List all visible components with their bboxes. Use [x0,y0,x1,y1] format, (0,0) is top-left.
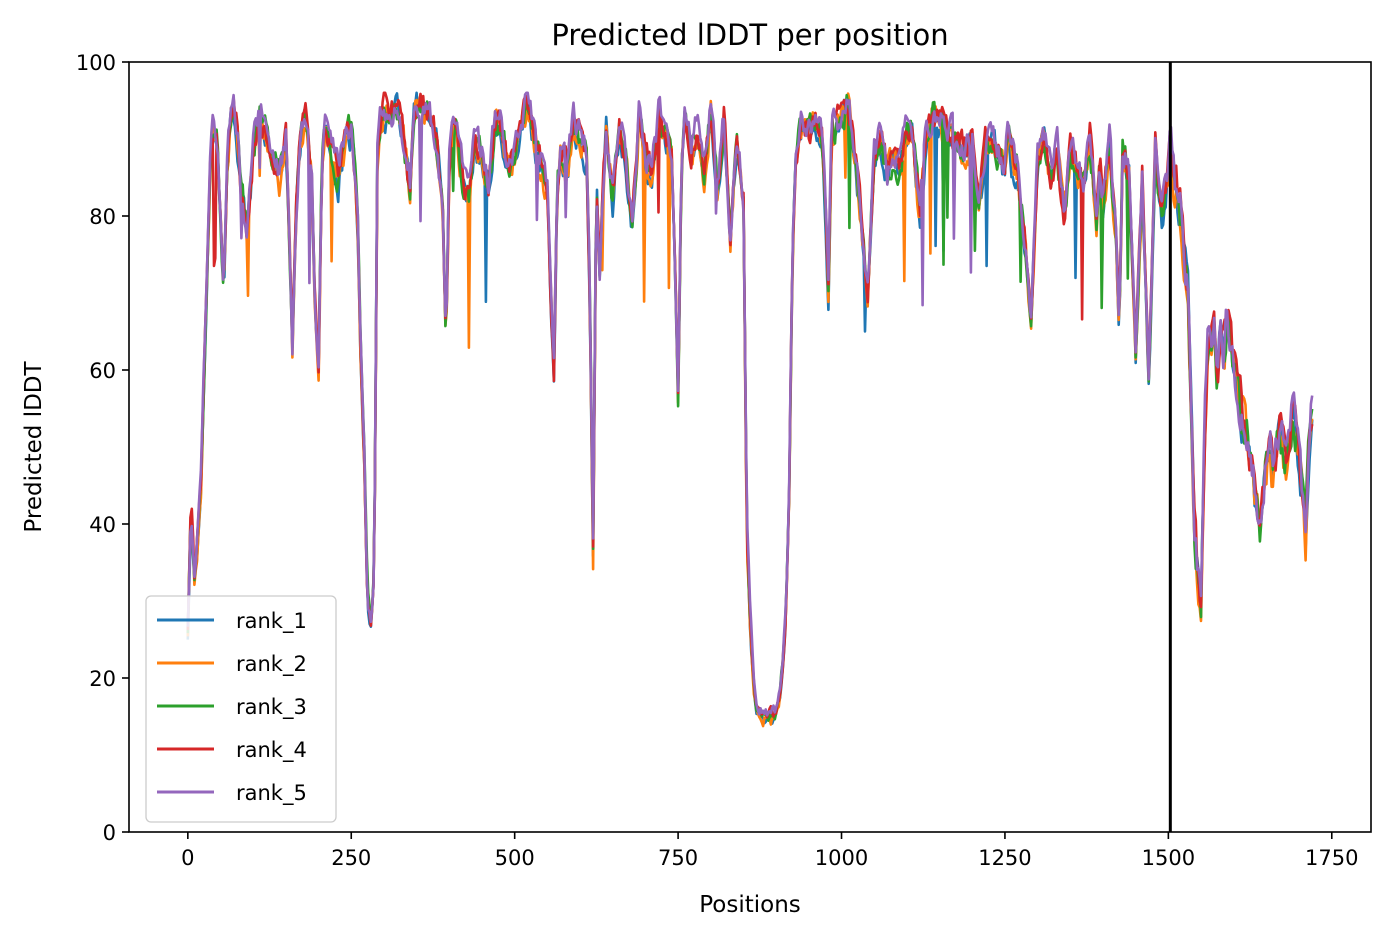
series-layer [186,91,1314,728]
y-tick-label: 0 [103,821,116,845]
legend-label-rank_1: rank_1 [236,609,307,634]
y-tick-label: 60 [89,359,116,383]
x-tick-label: 1750 [1305,846,1358,870]
legend-label-rank_4: rank_4 [236,738,307,763]
x-tick-label: 1000 [815,846,868,870]
y-tick-label: 40 [89,513,116,537]
y-axis-label: Predicted lDDT [21,360,47,532]
chart-title: Predicted lDDT per position [551,18,948,52]
y-axis-ticks: 0 20 40 60 80 100 [76,51,129,845]
x-tick-label: 250 [331,846,371,870]
x-tick-label: 500 [495,846,535,870]
legend-box [145,595,337,823]
y-tick-label: 20 [89,667,116,691]
x-tick-label: 1250 [978,846,1031,870]
x-tick-label: 750 [658,846,698,870]
series-line-rank_5 [186,91,1314,717]
x-axis-ticks: 0 250 500 750 1000 1250 1500 1750 [181,832,1359,870]
legend: rank_1 rank_2 rank_3 rank_4 rank_5 [145,595,337,823]
x-tick-label: 1500 [1142,846,1195,870]
y-tick-label: 100 [76,51,116,75]
legend-label-rank_5: rank_5 [236,781,307,806]
legend-label-rank_2: rank_2 [236,652,307,677]
x-axis-label: Positions [699,892,801,918]
x-tick-label: 0 [181,846,194,870]
plot-frame [128,61,1372,833]
legend-label-rank_3: rank_3 [236,695,307,720]
y-tick-label: 80 [89,205,116,229]
